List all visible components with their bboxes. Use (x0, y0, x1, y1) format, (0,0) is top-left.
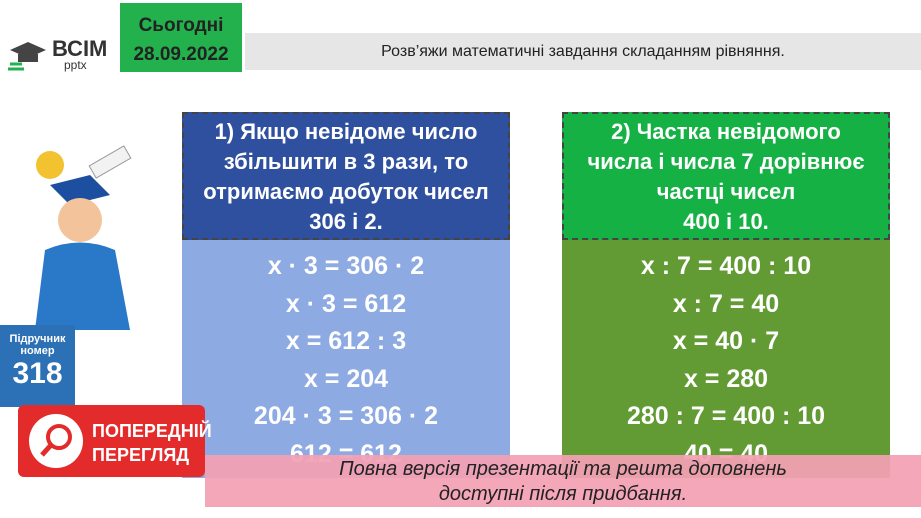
task-2-solution: x : 7 = 400 : 10 x : 7 = 40 x = 40 · 7 x = … (562, 240, 890, 478)
solution-line: x = 40 · 7 (672, 327, 780, 355)
textbook-box: Підручник номер 318 (0, 325, 75, 407)
date-box: Сьогодні 28.09.2022 (117, 0, 245, 75)
task-title-line: збільшити в 3 рази, то (223, 149, 469, 174)
preview-label: ПЕРЕГЛЯД (92, 445, 190, 465)
student-illustration (35, 145, 132, 330)
solution-line: 280 : 7 = 400 : 10 (626, 402, 826, 430)
logo: ВСІМ pptx (8, 36, 113, 74)
header-strip: Розв’яжи математичні завдання складанням… (245, 33, 921, 70)
solution-line: x : 7 = 400 : 10 (640, 252, 812, 280)
logo-icon (8, 42, 46, 71)
solution-line: 204 · 3 = 306 · 2 (253, 402, 439, 430)
textbook-number: 318 (12, 357, 63, 390)
textbook-label: Підручник (9, 333, 66, 345)
preview-badge: ПОПЕРЕДНІЙ ПЕРЕГЛЯД (18, 405, 212, 477)
date-label: Сьогодні (138, 15, 224, 36)
task-title-line: числа і числа 7 дорівнює (587, 149, 865, 174)
solution-line: x : 7 = 40 (672, 289, 780, 318)
task-2-title: 2) Частка невідомого числа і числа 7 дорі… (562, 112, 890, 240)
banner-text: Повна версія презентації та решта доповн… (339, 458, 787, 480)
task-title-line: 1) Якщо невідоме число (214, 119, 478, 144)
solution-line: x = 612 : 3 (285, 327, 407, 355)
logo-bottom: pptx (64, 58, 87, 72)
preview-label: ПОПЕРЕДНІЙ (92, 421, 212, 441)
task-1-solution: x · 3 = 306 · 2 x · 3 = 612 x = 612 : 3 x =… (182, 240, 510, 478)
solution-line: x = 204 (303, 364, 389, 393)
task-title-line: отримаємо добуток чисел (203, 179, 489, 204)
banner-text: доступні після придбання. (438, 483, 688, 505)
task-title-line: 400 і 10. (683, 209, 769, 234)
solution-line: x · 3 = 612 (285, 289, 407, 318)
logo-top: ВСІМ (52, 36, 108, 61)
date: 28.09.2022 (133, 44, 229, 65)
textbook-label: номер (20, 345, 55, 357)
search-icon (29, 414, 83, 468)
task-title-line: 306 і 2. (309, 209, 383, 234)
preview-banner: Повна версія презентації та решта доповн… (205, 455, 921, 507)
task-1-title: 1) Якщо невідоме число збільшити в 3 рази… (182, 112, 510, 240)
task-title-line: 2) Частка невідомого (611, 119, 841, 144)
solution-line: x = 280 (683, 364, 769, 393)
header-title: Розв’яжи математичні завдання складанням… (381, 42, 785, 60)
task-title-line: частці чисел (656, 179, 796, 204)
solution-line: x · 3 = 306 · 2 (267, 252, 425, 280)
